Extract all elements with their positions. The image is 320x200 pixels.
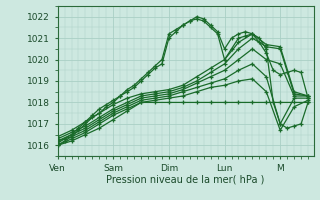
X-axis label: Pression niveau de la mer( hPa ): Pression niveau de la mer( hPa ) (107, 174, 265, 184)
